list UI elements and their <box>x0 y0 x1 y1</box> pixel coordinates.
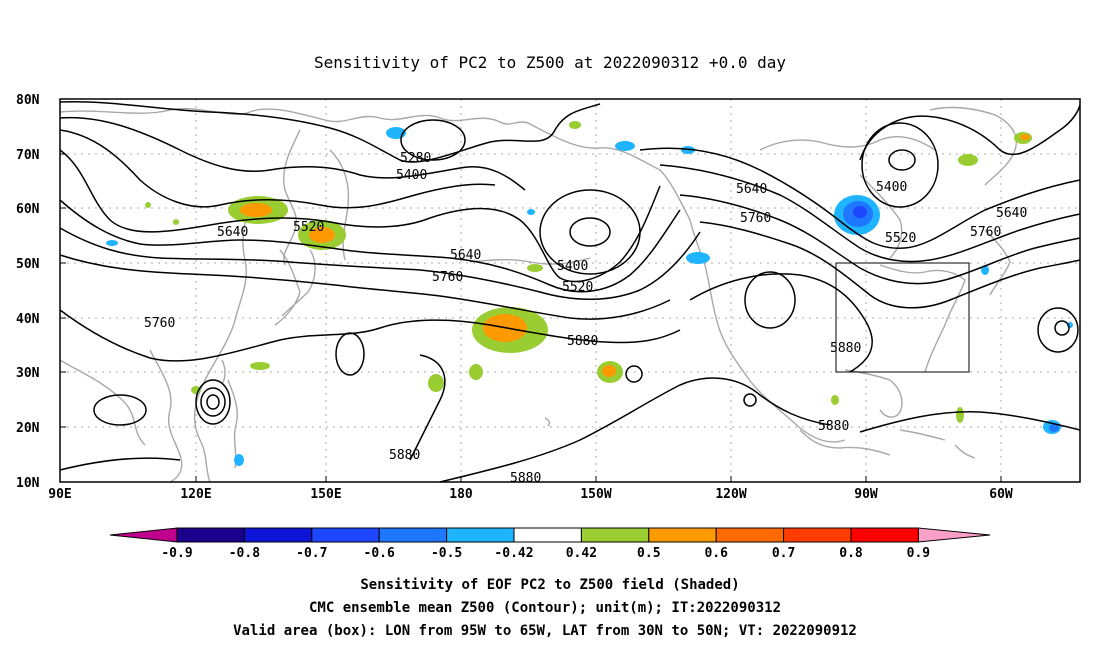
lon-tick-label: 120W <box>715 487 746 502</box>
contour-label: 5400 <box>396 168 427 183</box>
figure-title: Sensitivity of PC2 to Z500 at 2022090312… <box>314 53 786 72</box>
colorbar-tick-label: 0.42 <box>566 546 597 561</box>
lat-tick-label: 40N <box>16 312 40 327</box>
shade-positive-kamchatka-b <box>240 203 272 217</box>
colorbar-swatch <box>176 527 245 543</box>
shade-positive-small-7 <box>958 154 978 166</box>
shade-positive-small-3 <box>250 362 270 370</box>
coastlines <box>59 106 1017 483</box>
contour-label: 5640 <box>996 206 1027 221</box>
colorbar-tick-label: 0.5 <box>637 546 660 561</box>
shade-positive-small-1 <box>428 374 444 392</box>
contour-label: 5760 <box>432 270 463 285</box>
valid-area-box <box>835 262 970 373</box>
contour-label: 5760 <box>144 316 175 331</box>
shade-positive-okhotsk-b <box>309 227 335 243</box>
captions: Sensitivity of EOF PC2 to Z500 field (Sh… <box>233 577 857 639</box>
shade-negative-small-2 <box>234 454 244 466</box>
colorbar-left-arrow <box>109 527 178 543</box>
colorbar-swatch <box>715 527 785 543</box>
caption-line-2: CMC ensemble mean Z500 (Contour); unit(m… <box>309 600 781 616</box>
colorbar-tick-label: -0.42 <box>494 546 533 561</box>
lat-tick-label: 60N <box>16 202 40 217</box>
z500-contours <box>59 100 1081 483</box>
map-panel: 5280 5400 5520 5640 5640 5760 5760 5400 … <box>16 93 1081 502</box>
shade-negative-small-1 <box>106 240 118 246</box>
lon-tick-label: 120E <box>180 487 211 502</box>
lon-tick-label: 90W <box>854 487 878 502</box>
colorbar-tick-label: 0.7 <box>772 546 795 561</box>
lat-tick-label: 50N <box>16 257 40 272</box>
shade-positive-small-6 <box>569 121 581 129</box>
colorbar-swatch <box>850 527 919 543</box>
shade-negative-arctic-2 <box>615 141 635 151</box>
colorbar-swatch <box>513 527 582 543</box>
contour-label: 5520 <box>562 280 593 295</box>
caption-line-3: Valid area (box): LON from 95W to 65W, L… <box>233 623 857 639</box>
lon-axis-labels: 90E 120E 150E 180 150W 120W 90W 60W <box>48 487 1013 502</box>
colorbar-tick-label: 0.8 <box>839 546 863 561</box>
colorbar-swatch <box>378 527 448 543</box>
lon-tick-label: 150W <box>580 487 611 502</box>
shade-positive-small-9 <box>831 395 839 405</box>
colorbar-tick-label: -0.7 <box>296 546 327 561</box>
contour-label: 5640 <box>736 182 767 197</box>
shade-negative-small-4 <box>1049 424 1059 432</box>
colorbar-tick-label: -0.5 <box>431 546 462 561</box>
colorbar-swatch <box>243 527 313 543</box>
colorbar-swatch <box>580 527 650 543</box>
colorbar-swatch <box>648 527 717 543</box>
lon-tick-label: 60W <box>989 487 1013 502</box>
lat-tick-label: 30N <box>16 366 40 381</box>
lon-tick-label: 90E <box>48 487 71 502</box>
shade-positive-small-8 <box>956 407 964 423</box>
colorbar-swatch <box>446 527 515 543</box>
contour-label: 5640 <box>450 248 481 263</box>
tick-marks <box>60 153 1002 482</box>
lat-tick-label: 20N <box>16 421 40 436</box>
contour-label: 5400 <box>876 180 907 195</box>
contour-label: 5880 <box>510 471 541 486</box>
map-frame <box>59 98 1081 483</box>
caption-line-1: Sensitivity of EOF PC2 to Z500 field (Sh… <box>360 577 739 593</box>
contour-label: 5520 <box>293 220 324 235</box>
colorbar: -0.9 -0.8 -0.7 -0.6 -0.5 -0.42 0.42 0.5 0.6 0.7 0.… <box>109 527 991 561</box>
shade-positive-hawaii-b <box>602 365 616 377</box>
shade-negative-small-5 <box>527 209 535 215</box>
colorbar-swatch <box>783 527 852 543</box>
colorbar-swatch <box>311 527 380 543</box>
shade-positive-small-12 <box>145 202 151 208</box>
contour-label: 5880 <box>830 341 861 356</box>
contour-label: 5520 <box>885 231 916 246</box>
colorbar-tick-label: 0.9 <box>907 546 930 561</box>
colorbar-tick-label: -0.9 <box>161 546 192 561</box>
shade-negative-hudson-c <box>853 206 867 218</box>
contour-label: 5880 <box>567 334 598 349</box>
lat-tick-label: 80N <box>16 93 40 108</box>
shade-positive-small-2 <box>469 364 483 380</box>
colorbar-tick-label: 0.6 <box>704 546 728 561</box>
contour-label: 5400 <box>557 259 588 274</box>
shade-negative-bc-1 <box>686 252 710 264</box>
shade-positive-small-11 <box>1020 134 1030 140</box>
shade-positive-small-13 <box>173 219 179 225</box>
contour-label: 5760 <box>970 225 1001 240</box>
lat-tick-label: 70N <box>16 148 40 163</box>
lon-tick-label: 180 <box>449 487 473 502</box>
contour-labels: 5280 5400 5520 5640 5640 5760 5760 5400 … <box>144 151 1027 486</box>
shade-positive-small-5 <box>527 264 543 272</box>
contour-label: 5880 <box>389 448 420 463</box>
colorbar-tick-label: -0.8 <box>229 546 260 561</box>
colorbar-tick-label: -0.6 <box>364 546 395 561</box>
contour-label: 5280 <box>400 151 431 166</box>
contour-label: 5760 <box>740 211 771 226</box>
shade-negative-arctic-3 <box>681 146 695 154</box>
contour-label: 5880 <box>818 419 849 434</box>
lon-tick-label: 150E <box>310 487 341 502</box>
contour-label: 5640 <box>217 225 248 240</box>
colorbar-right-arrow <box>917 527 991 543</box>
lat-axis-labels: 80N 70N 60N 50N 40N 30N 20N 10N <box>16 93 40 491</box>
lat-tick-label: 10N <box>16 476 40 491</box>
